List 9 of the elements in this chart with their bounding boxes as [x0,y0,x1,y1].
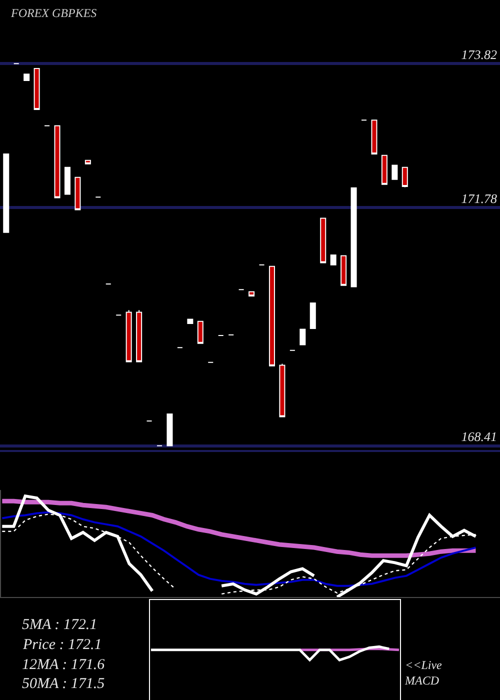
text: 50MA : 171.5 [22,676,106,692]
text: FOREX GBPKES [10,6,97,20]
y-tick-label: 168.41 [461,429,497,444]
y-tick-label: 171.78 [461,191,498,206]
text: Price : 172.1 [22,637,102,653]
text: 12MA : 171.6 [22,657,106,673]
text: 5MA : 172.1 [22,617,98,633]
text: <<Live MACD [404,658,443,688]
y-tick-label: 173.82 [461,47,498,62]
